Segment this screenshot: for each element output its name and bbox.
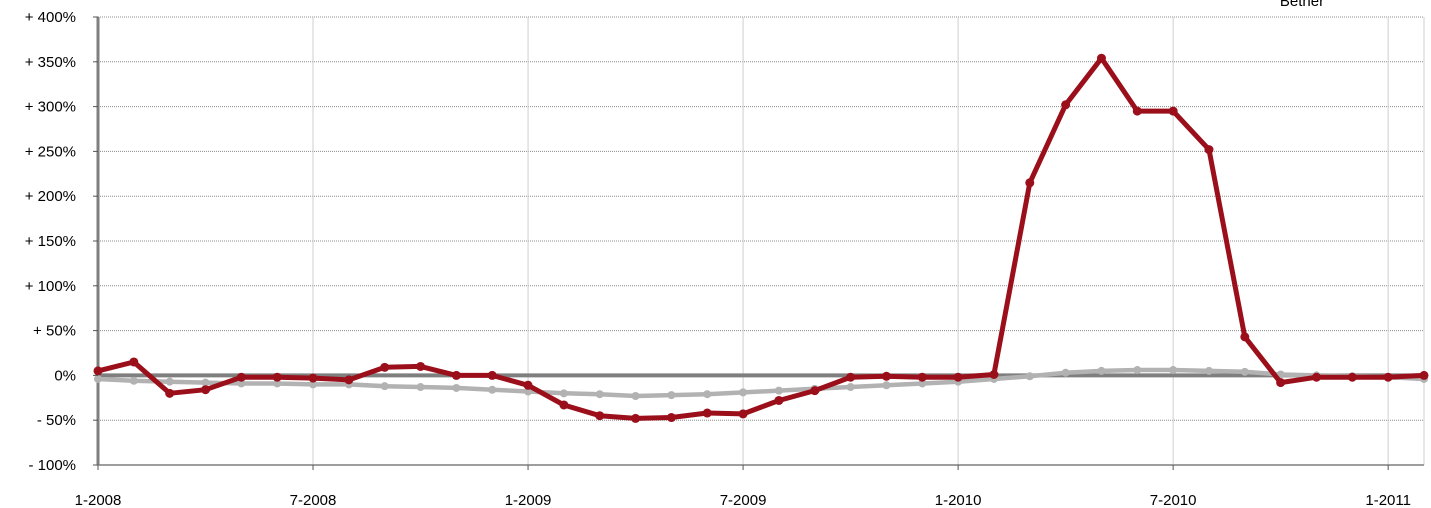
data-point <box>1204 366 1213 375</box>
data-point <box>273 379 282 388</box>
data-point <box>810 386 820 396</box>
data-point <box>452 383 461 392</box>
data-point <box>165 388 175 398</box>
y-tick-label: - 100% <box>28 457 76 474</box>
data-point <box>667 391 676 400</box>
series-comparison <box>94 366 1428 401</box>
x-tick-label: 7-2008 <box>290 492 337 508</box>
y-tick-label: + 400% <box>25 9 76 26</box>
y-tick-label: + 100% <box>25 278 76 295</box>
data-point <box>666 413 676 423</box>
series-line <box>95 367 1427 399</box>
data-point <box>524 387 533 396</box>
data-point <box>201 378 210 387</box>
data-point <box>989 370 999 380</box>
data-point <box>1097 366 1106 375</box>
data-point <box>1132 106 1142 116</box>
data-point <box>1276 378 1286 388</box>
data-point <box>237 379 246 388</box>
series-line <box>95 55 1427 421</box>
data-point <box>1061 368 1070 377</box>
data-point <box>918 379 927 388</box>
y-tick-label: + 250% <box>25 143 76 160</box>
data-point <box>1419 370 1429 380</box>
data-point <box>1025 178 1035 188</box>
data-point <box>523 380 533 390</box>
data-point <box>738 409 748 419</box>
data-point <box>595 390 604 399</box>
data-point <box>487 370 497 380</box>
data-point <box>93 366 103 376</box>
data-point <box>631 413 641 423</box>
data-point <box>236 372 246 382</box>
legend-entry: Bether <box>1280 0 1324 10</box>
data-point <box>953 372 963 382</box>
data-point <box>917 372 927 382</box>
data-point <box>774 386 783 395</box>
legend: Bether <box>1280 0 1324 10</box>
data-point <box>1025 372 1034 381</box>
x-tick-label: 1-2010 <box>935 492 982 508</box>
data-point <box>380 362 390 372</box>
data-point <box>344 375 354 385</box>
series-layer <box>93 53 1429 423</box>
data-point <box>559 400 569 410</box>
data-point <box>1240 367 1249 376</box>
data-point <box>1347 372 1357 382</box>
data-point <box>703 390 712 399</box>
x-tick-label: 1-2008 <box>75 492 122 508</box>
data-point <box>94 374 102 383</box>
data-point <box>129 357 139 367</box>
x-axis-ticks: 1-2008 7-2008 1-2009 7-2009 1-2010 7-2010 1-20… <box>75 465 1411 508</box>
y-tick-label: + 150% <box>25 233 76 250</box>
data-point <box>1168 106 1178 116</box>
data-point <box>416 383 425 392</box>
data-point <box>1311 372 1321 382</box>
data-point <box>882 381 891 390</box>
data-point <box>416 361 426 371</box>
data-point <box>380 382 389 391</box>
data-point <box>129 376 138 385</box>
data-point <box>702 408 712 418</box>
x-tick-label: 1-2011 <box>1365 492 1411 508</box>
data-point <box>1383 372 1393 382</box>
data-point <box>1061 100 1071 110</box>
data-point <box>1204 145 1214 155</box>
y-tick-label: + 300% <box>25 99 76 116</box>
y-tick-label: + 50% <box>33 323 76 340</box>
data-point <box>739 388 748 397</box>
data-point <box>309 380 318 389</box>
y-axis-ticks: + 400% + 350% + 300% + 250% + 200% + 150% + 10… <box>25 9 98 474</box>
x-tick-label: 1-2009 <box>505 492 552 508</box>
data-point <box>881 371 891 381</box>
grid-lines <box>98 16 1425 466</box>
data-point <box>1096 53 1106 63</box>
data-point <box>774 395 784 405</box>
x-tick-label: 7-2009 <box>720 492 767 508</box>
data-point <box>1133 366 1142 375</box>
data-point <box>308 373 318 383</box>
y-tick-label: - 50% <box>37 412 76 429</box>
data-point <box>846 383 855 392</box>
data-point <box>1240 332 1250 342</box>
data-point <box>559 389 568 398</box>
data-point <box>595 411 605 421</box>
data-point <box>165 377 174 386</box>
data-point <box>451 370 461 380</box>
y-tick-label: 0% <box>54 367 76 384</box>
data-point <box>272 372 282 382</box>
data-point <box>201 385 211 395</box>
data-point <box>846 372 856 382</box>
y-tick-label: + 350% <box>25 54 76 71</box>
x-tick-label: 7-2010 <box>1150 492 1197 508</box>
data-point <box>631 392 640 401</box>
series-bether <box>93 53 1429 423</box>
data-point <box>1169 366 1178 375</box>
data-point <box>488 385 497 394</box>
y-tick-label: + 200% <box>25 188 76 205</box>
